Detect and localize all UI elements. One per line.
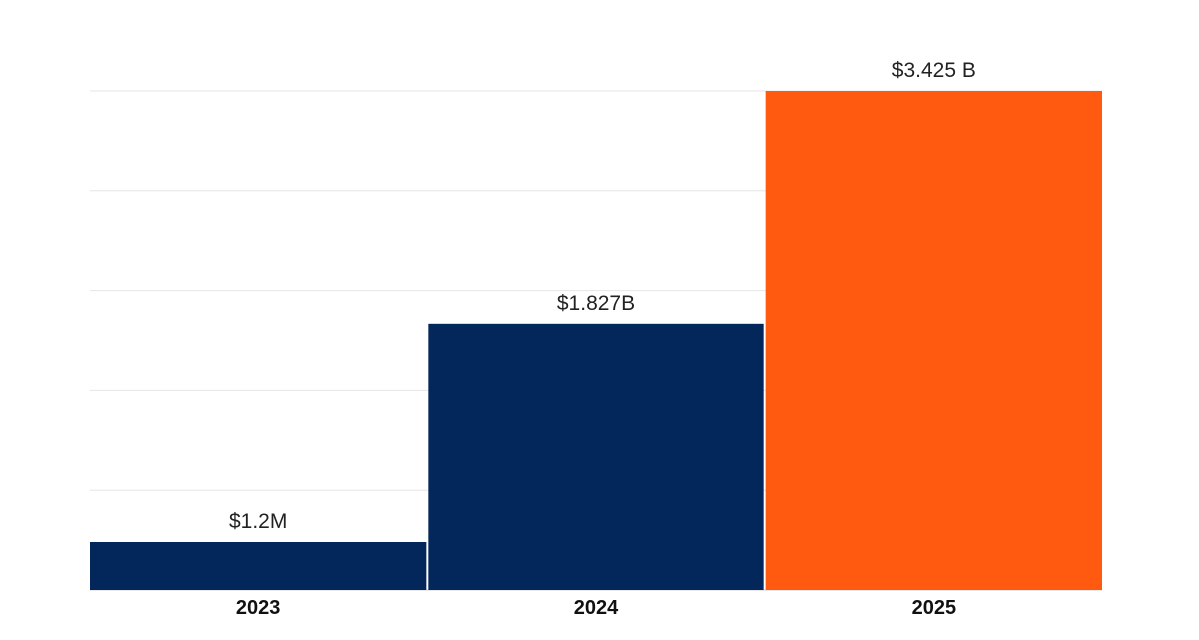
data-label-2025: $3.425 B	[892, 59, 976, 82]
bar-2024	[428, 323, 764, 590]
x-axis-tick-labels: 2023 2024 2025	[236, 597, 956, 619]
data-label-2023: $1.2M	[229, 510, 287, 533]
bar-2025	[765, 91, 1102, 590]
x-tick-label-2023: 2023	[236, 597, 281, 619]
data-label-2024: $1.827B	[557, 292, 635, 315]
x-tick-label-2024: 2024	[574, 597, 619, 619]
x-tick-label-2025: 2025	[912, 597, 957, 619]
data-labels: $1.2M $1.827B $3.425 B	[229, 59, 976, 533]
bar-2023	[90, 542, 427, 590]
bars	[90, 91, 1102, 590]
